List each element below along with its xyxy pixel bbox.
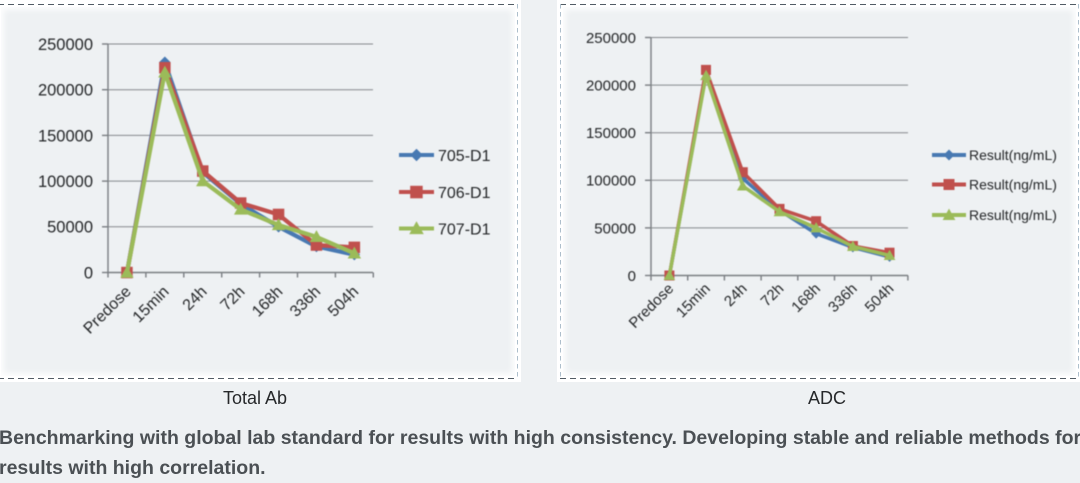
svg-text:24h: 24h — [721, 280, 751, 310]
svg-text:250000: 250000 — [38, 36, 93, 54]
svg-text:Result(ng/mL): Result(ng/mL) — [969, 207, 1057, 223]
svg-text:705-D1: 705-D1 — [438, 148, 491, 165]
svg-text:707-D1: 707-D1 — [438, 221, 491, 238]
svg-text:15min: 15min — [673, 280, 714, 321]
svg-text:336h: 336h — [287, 283, 324, 320]
svg-text:0: 0 — [84, 264, 93, 282]
svg-text:Result(ng/mL): Result(ng/mL) — [969, 147, 1057, 163]
svg-text:336h: 336h — [825, 280, 861, 316]
svg-text:150000: 150000 — [38, 127, 93, 145]
svg-text:15min: 15min — [130, 283, 173, 326]
svg-text:72h: 72h — [758, 280, 788, 310]
svg-text:50000: 50000 — [47, 219, 93, 237]
svg-text:Predose: Predose — [81, 283, 135, 337]
svg-text:50000: 50000 — [594, 220, 636, 237]
svg-text:504h: 504h — [862, 280, 898, 316]
svg-text:200000: 200000 — [38, 82, 93, 100]
svg-text:150000: 150000 — [586, 125, 636, 142]
svg-text:24h: 24h — [180, 283, 211, 314]
svg-text:Predose: Predose — [626, 280, 678, 332]
svg-text:168h: 168h — [249, 283, 286, 320]
svg-text:100000: 100000 — [586, 173, 636, 190]
svg-text:706-D1: 706-D1 — [438, 185, 491, 202]
svg-text:168h: 168h — [788, 280, 824, 316]
svg-text:100000: 100000 — [38, 173, 93, 191]
svg-text:504h: 504h — [325, 283, 362, 320]
svg-text:200000: 200000 — [586, 78, 636, 95]
svg-text:Result(ng/mL): Result(ng/mL) — [969, 177, 1057, 193]
svg-text:72h: 72h — [218, 283, 249, 314]
svg-text:250000: 250000 — [586, 30, 636, 47]
svg-text:0: 0 — [628, 268, 636, 285]
